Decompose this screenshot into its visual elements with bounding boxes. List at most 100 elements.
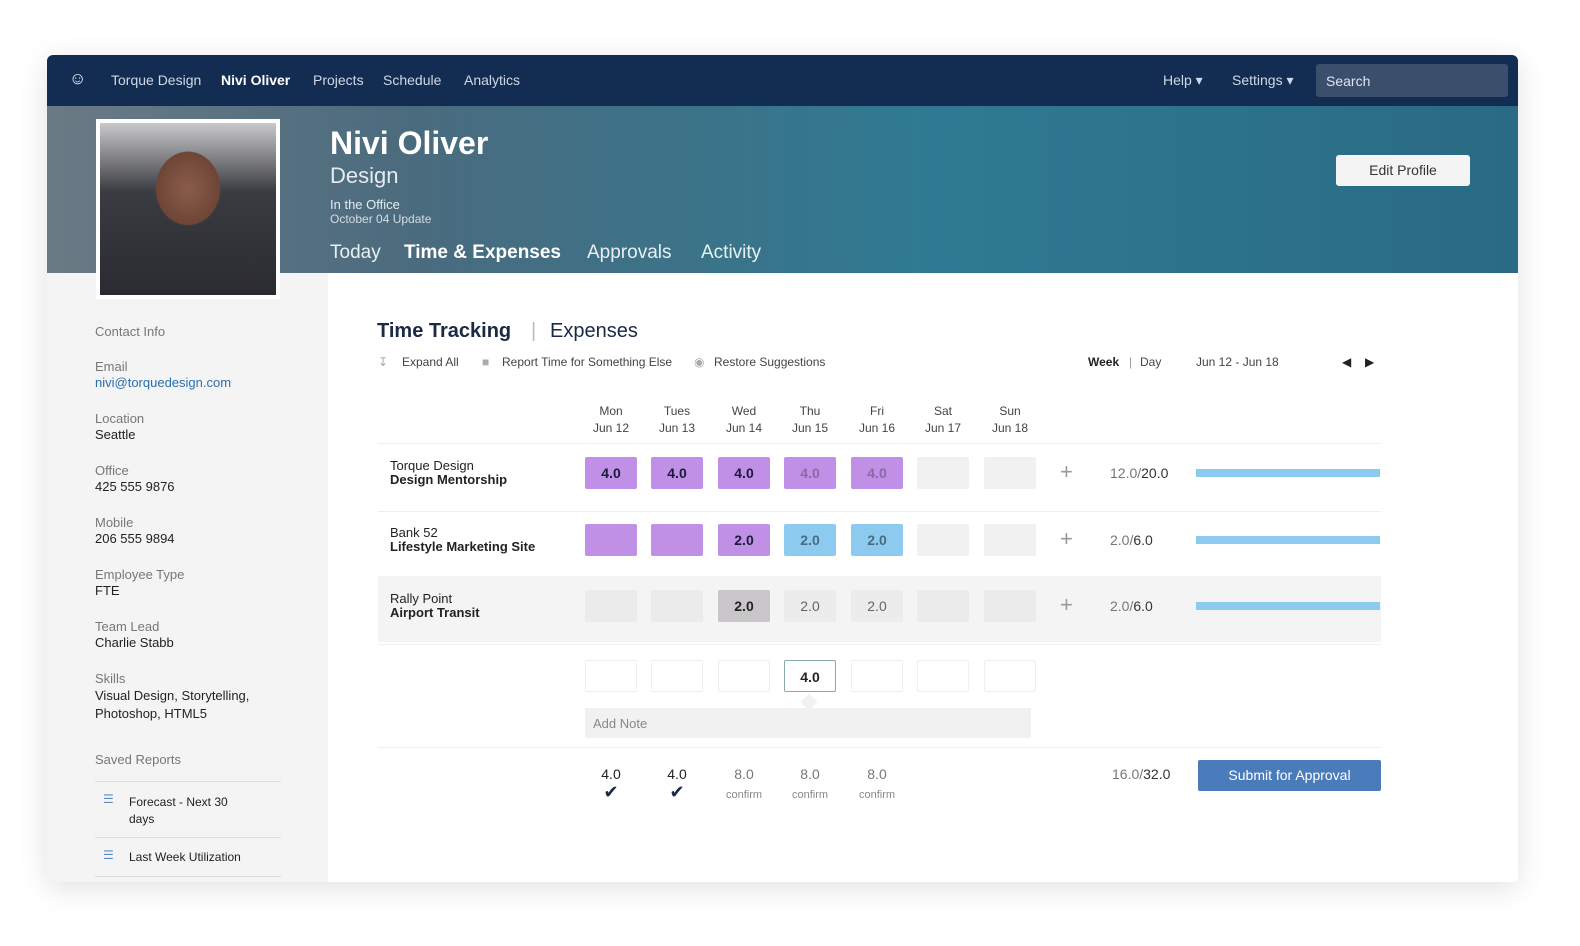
people-icon[interactable]: ☺ bbox=[69, 69, 87, 88]
add-note-input[interactable]: Add Note bbox=[585, 708, 1031, 738]
project-name[interactable]: Design Mentorship bbox=[390, 472, 508, 487]
nav-torque-design[interactable]: Torque Design bbox=[111, 72, 202, 88]
daily-total: 8.0 bbox=[734, 766, 754, 782]
time-cell[interactable]: 2.0 bbox=[851, 524, 903, 556]
week-view[interactable]: Week bbox=[1088, 355, 1120, 369]
report-icon: ☰ bbox=[103, 792, 114, 806]
time-cell[interactable]: 2.0 bbox=[784, 524, 836, 556]
time-cell[interactable]: 4.0 bbox=[651, 457, 703, 489]
team-lead-value: Charlie Stabb bbox=[95, 635, 174, 650]
logged-hours: 12.0 bbox=[1110, 465, 1138, 481]
daily-total: 8.0 bbox=[800, 766, 820, 782]
time-cell[interactable] bbox=[917, 590, 969, 622]
hours-input[interactable] bbox=[917, 660, 969, 692]
time-cell[interactable] bbox=[651, 590, 703, 622]
tab-today[interactable]: Today bbox=[330, 242, 381, 263]
tab-activity[interactable]: Activity bbox=[701, 242, 762, 263]
time-cell[interactable]: 2.0 bbox=[718, 590, 770, 622]
time-cell[interactable]: 2.0 bbox=[851, 590, 903, 622]
row-total: 12.0/20.0 bbox=[1110, 465, 1169, 481]
employee-type-label: Employee Type bbox=[95, 567, 185, 582]
search-input[interactable]: Search bbox=[1316, 64, 1508, 97]
week-total-hours: 32.0 bbox=[1143, 766, 1171, 782]
time-tracking-tab[interactable]: Time Tracking bbox=[377, 320, 512, 342]
daily-total: 4.0 bbox=[667, 766, 687, 782]
hours-input[interactable] bbox=[651, 660, 703, 692]
time-cell[interactable] bbox=[984, 590, 1036, 622]
restore-suggestions-button[interactable]: Restore Suggestions bbox=[714, 355, 826, 369]
hours-input[interactable] bbox=[851, 660, 903, 692]
settings-menu[interactable]: Settings ▾ bbox=[1232, 72, 1294, 88]
day-name: Wed bbox=[731, 404, 757, 418]
time-cell[interactable] bbox=[917, 457, 969, 489]
project-client: Torque Design bbox=[390, 458, 474, 473]
nav-schedule[interactable]: Schedule bbox=[383, 72, 442, 88]
mobile-label: Mobile bbox=[95, 515, 134, 530]
hours-input[interactable] bbox=[984, 660, 1036, 692]
expand-all-button[interactable]: Expand All bbox=[402, 355, 459, 369]
profile-department: Design bbox=[330, 163, 399, 188]
project-name[interactable]: Airport Transit bbox=[390, 605, 480, 620]
confirm-link[interactable]: confirm bbox=[725, 789, 763, 801]
profile-banner bbox=[47, 106, 1518, 273]
project-name[interactable]: Lifestyle Marketing Site bbox=[390, 539, 536, 554]
email-link[interactable]: nivi@torquedesign.com bbox=[95, 375, 232, 390]
project-client: Rally Point bbox=[390, 591, 453, 606]
divider bbox=[378, 443, 1381, 444]
progress-bar bbox=[1196, 469, 1380, 477]
report-else-button[interactable]: Report Time for Something Else bbox=[502, 355, 673, 369]
next-week-icon[interactable]: ▶ bbox=[1365, 355, 1375, 369]
edit-profile-button[interactable]: Edit Profile bbox=[1336, 155, 1470, 186]
nav-nivi-oliver[interactable]: Nivi Oliver bbox=[221, 72, 291, 88]
time-cell[interactable]: 4.0 bbox=[784, 457, 836, 489]
help-menu[interactable]: Help ▾ bbox=[1163, 72, 1203, 88]
day-name: Fri bbox=[870, 404, 884, 418]
time-cell[interactable]: 2.0 bbox=[784, 590, 836, 622]
day-date: Jun 17 bbox=[924, 421, 962, 435]
prev-week-icon[interactable]: ◀ bbox=[1342, 355, 1352, 369]
hours-input[interactable] bbox=[585, 660, 637, 692]
week-logged: 16.0 bbox=[1112, 766, 1140, 782]
time-cell[interactable] bbox=[651, 524, 703, 556]
day-name: Thu bbox=[799, 404, 821, 418]
confirm-link[interactable]: confirm bbox=[791, 789, 829, 801]
time-cell[interactable] bbox=[984, 524, 1036, 556]
expenses-tab[interactable]: Expenses bbox=[550, 320, 638, 342]
progress-bar bbox=[1196, 536, 1380, 544]
location-value: Seattle bbox=[95, 427, 136, 442]
add-time-icon[interactable]: + bbox=[1060, 459, 1073, 484]
day-view[interactable]: Day bbox=[1140, 355, 1162, 369]
report-item[interactable]: ☰ Last Week Utilization bbox=[95, 837, 281, 877]
time-cell[interactable]: 4.0 bbox=[851, 457, 903, 489]
confirm-link[interactable]: confirm bbox=[858, 789, 896, 801]
report-item[interactable]: ☰ Forecast - Next 30 days bbox=[95, 781, 281, 837]
hours-input[interactable]: 4.0 bbox=[784, 660, 836, 692]
total-hours: 20.0 bbox=[1141, 465, 1169, 481]
office-value: 425 555 9876 bbox=[95, 479, 175, 494]
daily-total: 4.0 bbox=[601, 766, 621, 782]
nav-projects[interactable]: Projects bbox=[313, 72, 364, 88]
time-cell[interactable] bbox=[917, 524, 969, 556]
day-date: Jun 15 bbox=[791, 421, 829, 435]
time-cell[interactable]: 4.0 bbox=[585, 457, 637, 489]
restore-icon: ◉ bbox=[694, 355, 705, 369]
time-cell[interactable]: 2.0 bbox=[718, 524, 770, 556]
nav-analytics[interactable]: Analytics bbox=[464, 72, 521, 88]
skills-value: Visual Design, Storytelling, Photoshop, … bbox=[95, 688, 250, 721]
submit-for-approval-button[interactable]: Submit for Approval bbox=[1198, 760, 1381, 791]
day-date: Jun 16 bbox=[858, 421, 896, 435]
tab-time-expenses[interactable]: Time & Expenses bbox=[404, 242, 562, 263]
add-time-icon[interactable]: + bbox=[1060, 592, 1073, 617]
add-time-icon[interactable]: + bbox=[1060, 526, 1073, 551]
day-name: Mon bbox=[599, 404, 623, 418]
report-icon: ☰ bbox=[103, 848, 114, 862]
saved-reports-heading: Saved Reports bbox=[95, 752, 181, 767]
time-cell[interactable]: 4.0 bbox=[718, 457, 770, 489]
total-hours: 6.0 bbox=[1133, 598, 1153, 614]
time-cell[interactable] bbox=[585, 524, 637, 556]
skills-label: Skills bbox=[95, 671, 126, 686]
time-cell[interactable] bbox=[984, 457, 1036, 489]
time-cell[interactable] bbox=[585, 590, 637, 622]
hours-input[interactable] bbox=[718, 660, 770, 692]
tab-approvals[interactable]: Approvals bbox=[587, 242, 672, 263]
